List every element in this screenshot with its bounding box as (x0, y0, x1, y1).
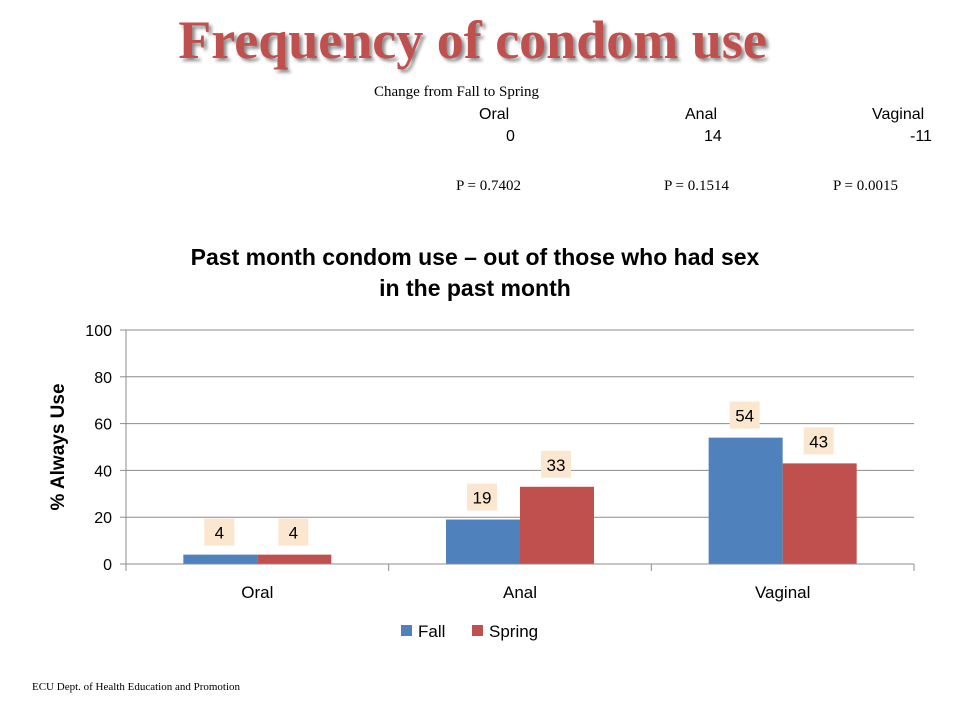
footer-credit: ECU Dept. of Health Education and Promot… (32, 681, 241, 693)
change-value-oral: 0 (506, 128, 515, 145)
data-label-bg (467, 483, 497, 511)
x-tick-label: Oral (241, 583, 273, 602)
legend-swatch-spring (472, 625, 483, 636)
change-col-anal: Anal (685, 106, 718, 123)
chart-title-line-2: in the past month (379, 275, 571, 301)
y-tick-label: 80 (94, 370, 112, 387)
data-label-bg (278, 518, 309, 546)
change-table-title: Change from Fall to Spring (374, 84, 539, 100)
x-tick-label: Anal (503, 583, 537, 602)
bar-spring-anal (520, 486, 594, 564)
legend-label-fall: Fall (418, 622, 445, 641)
bar-fall-oral (183, 554, 258, 564)
y-tick-label: 40 (94, 463, 112, 480)
data-label: 43 (809, 432, 828, 451)
y-tick-label: 20 (94, 510, 112, 527)
data-label-bg (803, 427, 834, 455)
bar-fall-vaginal (708, 437, 783, 564)
y-axis-label: % Always Use (48, 383, 69, 510)
p-value-oral: P = 0.7402 (456, 178, 521, 194)
change-col-oral: Oral (479, 106, 510, 123)
x-tick-label: Vaginal (755, 583, 810, 602)
y-tick-label: 100 (85, 323, 112, 340)
data-label: 33 (547, 456, 566, 475)
change-col-vaginal: Vaginal (872, 106, 925, 123)
data-label: 19 (473, 489, 492, 508)
data-label-bg (204, 518, 235, 546)
y-tick-label: 0 (103, 557, 112, 574)
p-value-anal: P = 0.1514 (664, 178, 729, 194)
data-label: 4 (215, 524, 224, 543)
chart-title-line-1: Past month condom use – out of those who… (190, 244, 760, 270)
slide-title: Frequency of condom use (178, 10, 767, 70)
legend-swatch-fall (401, 625, 412, 636)
change-value-anal: 14 (704, 128, 722, 145)
bar-spring-oral (257, 554, 332, 564)
p-value-vaginal: P = 0.0015 (833, 178, 898, 194)
chart-title: Past month condom use – out of those who… (100, 242, 850, 304)
bar-fall-anal (446, 519, 520, 564)
data-label-bg (729, 401, 760, 429)
data-label-bg (541, 450, 571, 478)
data-label: 4 (289, 524, 298, 543)
data-label: 54 (735, 407, 754, 426)
change-table: Oral Anal Vaginal 0 14 -11 P = 0.7402 P … (420, 106, 940, 196)
change-value-vaginal: -11 (910, 128, 932, 145)
y-tick-label: 60 (94, 417, 112, 434)
bar-spring-vaginal (782, 463, 857, 564)
legend-label-spring: Spring (489, 622, 538, 641)
